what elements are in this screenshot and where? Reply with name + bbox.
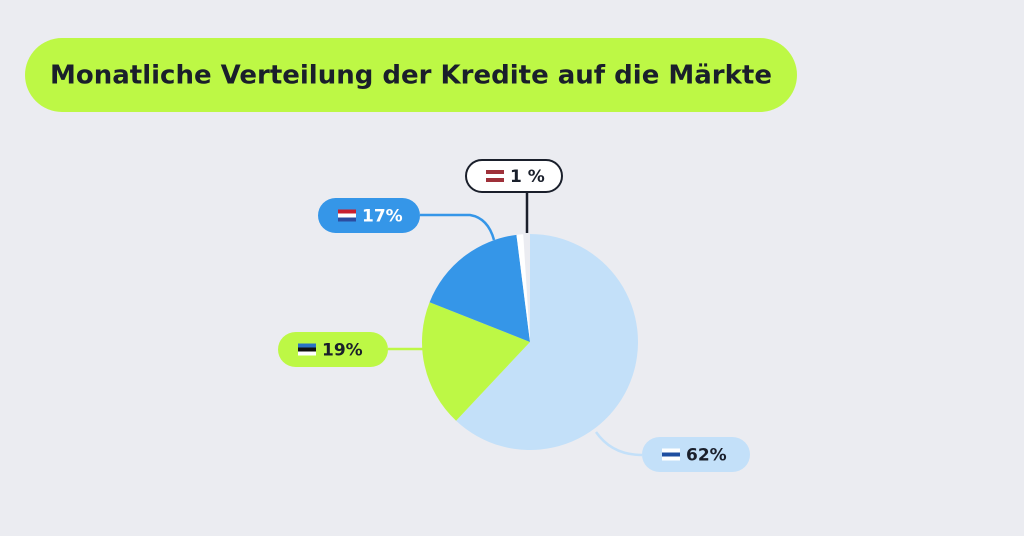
label-pill bbox=[642, 437, 750, 472]
flag-stripe bbox=[298, 347, 316, 352]
flag-stripe bbox=[486, 178, 504, 182]
labels: 62% 19% 17% 1 % bbox=[278, 159, 750, 472]
flag-stripe bbox=[338, 209, 356, 214]
label-pill bbox=[278, 332, 388, 367]
pie-slice bbox=[516, 234, 530, 342]
chart-title: Monatliche Verteilung der Kredite auf di… bbox=[50, 61, 772, 91]
data-label: 19% bbox=[322, 341, 363, 361]
data-label: 62% bbox=[686, 446, 727, 466]
pie-slice bbox=[429, 234, 530, 342]
label-pill bbox=[465, 159, 563, 193]
flag-stripe bbox=[486, 170, 504, 174]
title-pill bbox=[25, 38, 797, 112]
flag-stripe bbox=[338, 213, 356, 218]
flag-stripe bbox=[662, 456, 680, 461]
pie bbox=[421, 234, 638, 450]
flag-stripe bbox=[662, 452, 680, 457]
flag-stripe bbox=[298, 343, 316, 348]
label-pill bbox=[318, 198, 420, 233]
data-label: 17% bbox=[362, 207, 403, 227]
flag-stripe bbox=[486, 174, 504, 178]
pie-slice bbox=[421, 302, 530, 421]
leader-line bbox=[420, 213, 496, 241]
flag-stripe bbox=[338, 217, 356, 222]
leader-line bbox=[594, 431, 643, 457]
data-label: 1 % bbox=[510, 167, 545, 187]
flag-stripe bbox=[662, 448, 680, 453]
pie-slice bbox=[456, 234, 638, 450]
flag-stripe bbox=[298, 351, 316, 356]
